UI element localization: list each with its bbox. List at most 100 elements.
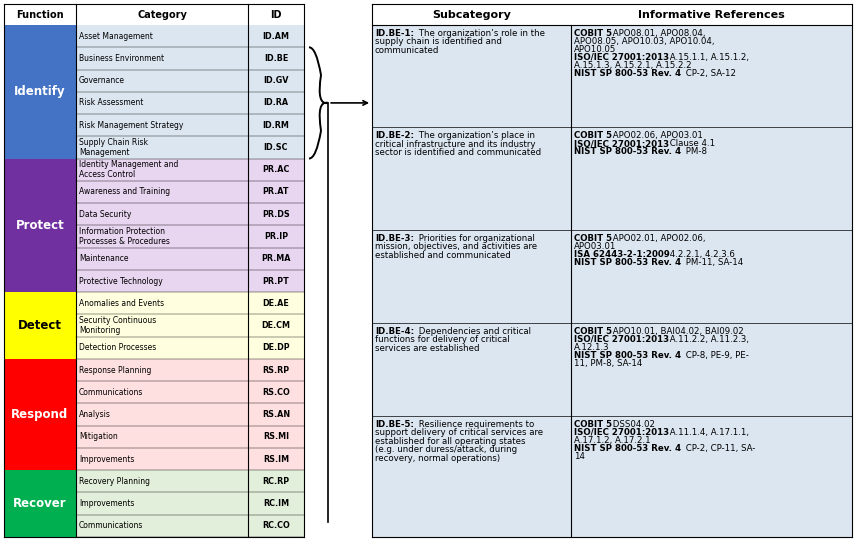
Text: critical infrastructure and its industry: critical infrastructure and its industry — [375, 140, 536, 149]
Text: Clause 4.1: Clause 4.1 — [667, 140, 716, 148]
Text: RS.MI: RS.MI — [263, 432, 289, 441]
Bar — [76, 448, 304, 470]
Text: ID.BE: ID.BE — [264, 54, 288, 63]
Text: Awareness and Training: Awareness and Training — [79, 187, 170, 196]
Text: Risk Assessment: Risk Assessment — [79, 99, 143, 107]
Text: Anomalies and Events: Anomalies and Events — [79, 299, 164, 308]
Bar — [76, 514, 304, 537]
Text: PR.DS: PR.DS — [262, 210, 290, 219]
Text: Recover: Recover — [13, 497, 67, 510]
Text: Analysis: Analysis — [79, 410, 111, 419]
Text: Respond: Respond — [11, 408, 68, 421]
Text: A.11.2.2, A.11.2.3,: A.11.2.2, A.11.2.3, — [667, 335, 749, 344]
Text: RS.CO: RS.CO — [262, 388, 290, 397]
Bar — [76, 70, 304, 92]
Text: functions for delivery of critical: functions for delivery of critical — [375, 335, 509, 344]
Bar — [76, 493, 304, 514]
Text: (e.g. under duress/attack, during: (e.g. under duress/attack, during — [375, 445, 517, 455]
Text: Subcategory: Subcategory — [432, 9, 511, 20]
Bar — [76, 292, 304, 314]
Text: supply chain is identified and: supply chain is identified and — [375, 38, 502, 46]
Text: DE.DP: DE.DP — [262, 343, 290, 352]
Bar — [76, 114, 304, 136]
Text: RS.AN: RS.AN — [262, 410, 290, 419]
Text: 4.2.2.1, 4.2.3.6: 4.2.2.1, 4.2.3.6 — [667, 250, 735, 259]
Text: Communications: Communications — [79, 388, 143, 397]
Text: Risk Management Strategy: Risk Management Strategy — [79, 120, 183, 130]
Text: Dependencies and critical: Dependencies and critical — [416, 327, 532, 336]
Bar — [76, 47, 304, 70]
Text: PM-11, SA-14: PM-11, SA-14 — [683, 258, 743, 267]
Text: APO10.05: APO10.05 — [574, 45, 616, 54]
Text: DE.AE: DE.AE — [263, 299, 289, 308]
Text: Business Environment: Business Environment — [79, 54, 164, 63]
Text: RS.RP: RS.RP — [263, 366, 289, 374]
Bar — [372, 25, 852, 128]
Text: mission, objectives, and activities are: mission, objectives, and activities are — [375, 243, 537, 251]
Text: PM-8: PM-8 — [683, 147, 707, 156]
Text: PR.AC: PR.AC — [262, 165, 289, 174]
Bar — [76, 203, 304, 225]
Text: A.15.1.1, A.15.1.2,: A.15.1.1, A.15.1.2, — [667, 53, 749, 62]
Text: 14: 14 — [574, 452, 586, 461]
Text: ID: ID — [270, 9, 282, 20]
Bar — [76, 136, 304, 159]
Text: The organization’s role in the: The organization’s role in the — [416, 29, 545, 38]
Text: Identity Management and
Access Control: Identity Management and Access Control — [79, 160, 178, 179]
Text: A.12.1.3: A.12.1.3 — [574, 343, 609, 352]
Bar — [372, 230, 852, 323]
Text: Function: Function — [16, 9, 64, 20]
Bar — [4, 359, 76, 470]
Text: ID.BE-1:: ID.BE-1: — [375, 29, 414, 38]
Text: sector is identified and communicated: sector is identified and communicated — [375, 148, 541, 158]
Text: Improvements: Improvements — [79, 499, 134, 508]
Text: APO08.01, APO08.04,: APO08.01, APO08.04, — [610, 29, 706, 38]
Text: PR.PT: PR.PT — [263, 276, 289, 286]
Bar — [76, 403, 304, 426]
Text: APO10.01, BAI04.02, BAI09.02: APO10.01, BAI04.02, BAI09.02 — [610, 327, 744, 336]
Text: ISO/IEC 27001:2013: ISO/IEC 27001:2013 — [574, 428, 669, 437]
Text: COBIT 5: COBIT 5 — [574, 327, 612, 336]
Text: Detect: Detect — [18, 319, 62, 332]
Text: services are established: services are established — [375, 344, 479, 353]
Text: COBIT 5: COBIT 5 — [574, 234, 612, 243]
Text: A.17.1.2, A.17.2.1: A.17.1.2, A.17.2.1 — [574, 436, 651, 445]
Text: established for all operating states: established for all operating states — [375, 437, 526, 446]
Bar — [4, 25, 76, 159]
Bar — [76, 225, 304, 247]
Bar — [372, 128, 852, 230]
Text: Detection Processes: Detection Processes — [79, 343, 157, 352]
Text: PR.IP: PR.IP — [264, 232, 288, 241]
Text: RC.RP: RC.RP — [263, 477, 289, 486]
Bar — [76, 270, 304, 292]
Text: ID.RA: ID.RA — [264, 99, 288, 107]
Text: Information Protection
Processes & Procedures: Information Protection Processes & Proce… — [79, 227, 169, 246]
Text: support delivery of critical services are: support delivery of critical services ar… — [375, 428, 543, 438]
Text: Governance: Governance — [79, 76, 125, 85]
Text: CP-2, SA-12: CP-2, SA-12 — [683, 69, 735, 78]
Bar — [76, 470, 304, 493]
Text: ISO/IEC 27001:2013: ISO/IEC 27001:2013 — [574, 335, 669, 344]
Text: ID.BE-3:: ID.BE-3: — [375, 234, 414, 243]
Bar — [4, 4, 304, 25]
Text: ISO/IEC 27001:2013: ISO/IEC 27001:2013 — [574, 53, 669, 62]
Text: ISA 62443-2-1:2009: ISA 62443-2-1:2009 — [574, 250, 670, 259]
Text: PR.MA: PR.MA — [261, 254, 291, 263]
Bar — [76, 426, 304, 448]
Text: Protective Technology: Protective Technology — [79, 276, 163, 286]
Text: DSS04.02: DSS04.02 — [610, 420, 656, 429]
Bar — [372, 323, 852, 416]
Text: NIST SP 800-53 Rev. 4: NIST SP 800-53 Rev. 4 — [574, 444, 681, 453]
Bar — [4, 292, 76, 359]
Text: COBIT 5: COBIT 5 — [574, 420, 612, 429]
Text: recovery, normal operations): recovery, normal operations) — [375, 454, 500, 463]
Text: COBIT 5: COBIT 5 — [574, 29, 612, 38]
Text: Protect: Protect — [15, 219, 64, 232]
Text: ID.BE-2:: ID.BE-2: — [375, 131, 414, 141]
Bar — [372, 416, 852, 537]
Bar — [76, 25, 304, 47]
Text: RS.IM: RS.IM — [263, 455, 289, 464]
Text: ID.AM: ID.AM — [263, 32, 289, 41]
Text: ISO/IEC 27001:2013: ISO/IEC 27001:2013 — [574, 140, 669, 148]
Bar — [76, 159, 304, 181]
